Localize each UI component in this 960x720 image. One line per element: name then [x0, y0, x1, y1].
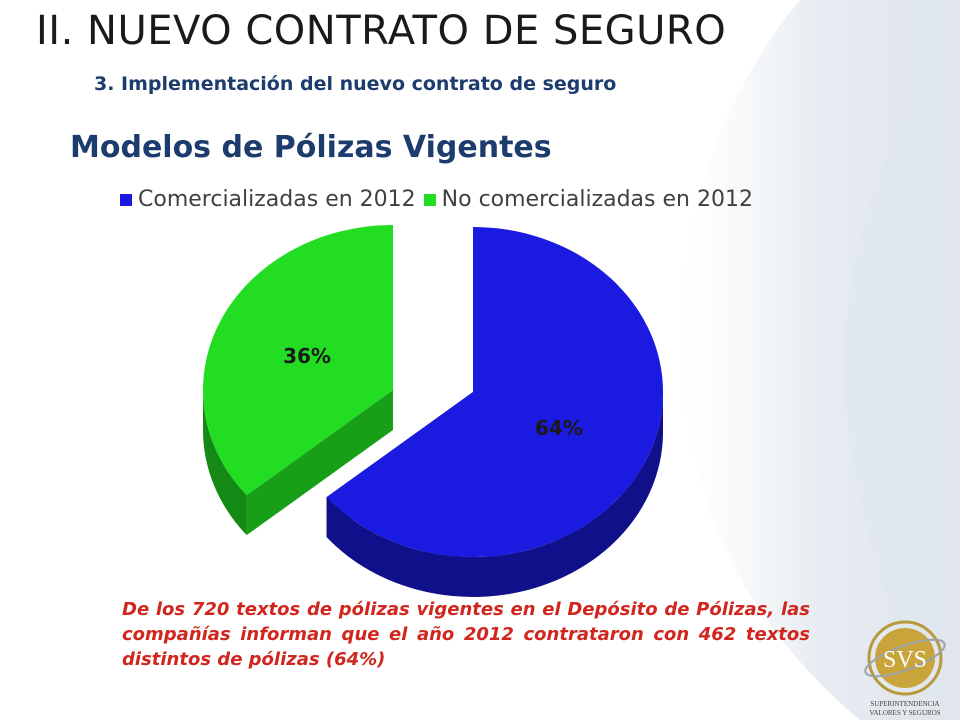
chart-title: Modelos de Pólizas Vigentes — [70, 130, 552, 165]
pie-slice-side — [326, 392, 663, 597]
footnote-text: De los 720 textos de pólizas vigentes en… — [122, 599, 810, 670]
pie-data-label: 36% — [283, 344, 331, 368]
legend-item-no-comercializadas: No comercializadas en 2012 — [423, 187, 753, 212]
slide-subtitle: 3. Implementación del nuevo contrato de … — [94, 73, 617, 95]
logo-caption-line1: SUPERINTENDENCIA — [870, 700, 939, 708]
legend-label: Comercializadas en 2012 — [138, 187, 416, 212]
slide-title: II. NUEVO CONTRATO DE SEGURO — [36, 8, 727, 54]
legend-label: No comercializadas en 2012 — [441, 187, 753, 212]
pie-slice-no-comercializadas — [202, 225, 393, 536]
legend-item-comercializadas: Comercializadas en 2012 — [120, 187, 416, 212]
logo-text: SVS — [883, 647, 927, 673]
pie-slice-comercializadas — [326, 227, 663, 597]
legend-swatch-blue — [120, 193, 132, 206]
logo-caption-line2: VALORES Y SEGUROS — [869, 709, 940, 717]
pie-slice-cut-face — [246, 390, 393, 536]
pie-data-label: 64% — [535, 416, 583, 440]
pie-slice-side — [203, 390, 247, 536]
legend-swatch-green — [423, 193, 436, 206]
svs-logo: SVS SUPERINTENDENCIA VALORES Y SEGUROS — [864, 620, 946, 717]
pie-slice-top — [326, 227, 663, 557]
chart-legend: Comercializadas en 2012 No comercializad… — [120, 187, 761, 212]
pie-slice-top — [202, 225, 393, 496]
